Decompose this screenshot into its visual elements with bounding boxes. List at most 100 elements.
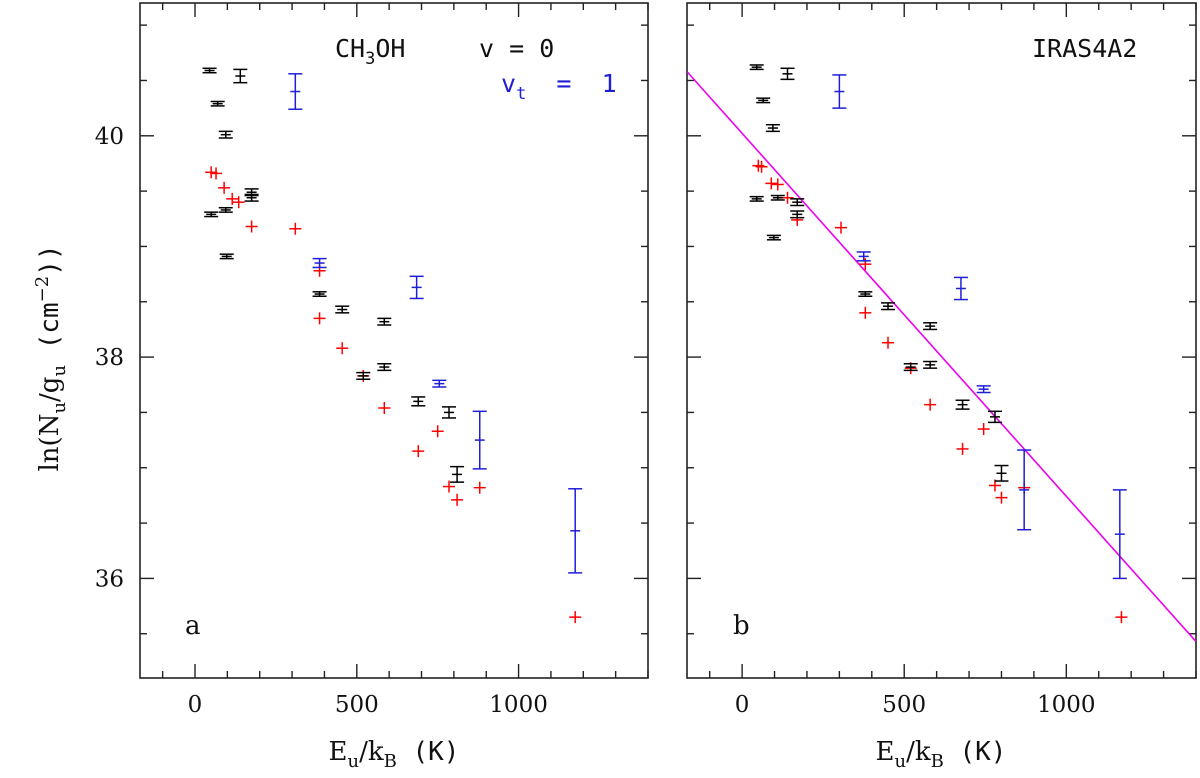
model-point (313, 312, 326, 325)
y-tick-label: 38 (95, 345, 124, 371)
panel-a-x-axis-label: Eu/kB (K) (329, 737, 460, 772)
v0-data-point (766, 234, 781, 241)
model-point (977, 423, 990, 436)
v0-data-point (202, 67, 217, 74)
model-point (882, 336, 895, 349)
panel-b-frame (686, 2, 1197, 679)
v0-data-point (749, 195, 764, 202)
vt1-data-point (288, 73, 303, 110)
model-point (336, 342, 349, 355)
legend-v0: v = 0 (479, 34, 554, 63)
vt1-data-point (568, 488, 583, 574)
panel-a-tick-labels: 0 500 1000 36 38 40 (95, 124, 548, 718)
vt1-data-point (976, 385, 991, 394)
v0-data-point (903, 362, 918, 372)
v0-data-point (204, 211, 219, 218)
model-point (443, 480, 456, 493)
model-point (755, 160, 768, 173)
vt1-data-point (953, 276, 968, 301)
model-point (378, 402, 391, 414)
model-point (1115, 611, 1128, 624)
x-tick-label: 500 (335, 692, 379, 718)
v0-data-point (756, 97, 771, 104)
panel-a-frame (139, 2, 649, 679)
panel-b-ticks (687, 3, 1197, 678)
v0-data-point (749, 64, 764, 71)
panel-a-marks (202, 67, 583, 624)
model-point (569, 611, 582, 624)
v0-data-point (790, 198, 805, 207)
vt1-data-point (1112, 489, 1127, 580)
v0-data-point (312, 291, 327, 297)
v0-data-point (411, 396, 426, 407)
panel-a-molecule-label: CH3OH (335, 34, 405, 69)
y-tick-label: 40 (95, 124, 124, 150)
legend-vt1: vt = 1 (501, 69, 617, 104)
model-point (245, 220, 258, 233)
v0-data-point (987, 410, 1002, 424)
vt1-data-point (312, 257, 327, 269)
model-point (765, 177, 778, 190)
panel-b-tick-labels: 0 500 1000 (735, 692, 1096, 718)
model-point (771, 178, 784, 191)
v0-data-point (218, 206, 233, 213)
panel-b-source-label: IRAS4A2 (1032, 34, 1137, 63)
v0-data-point (356, 371, 371, 380)
v0-data-point (770, 194, 785, 201)
model-point (218, 181, 231, 194)
model-point (451, 493, 464, 506)
v0-data-point (450, 465, 465, 483)
v0-data-point (210, 100, 225, 107)
model-point (752, 159, 765, 172)
v0-data-point (881, 302, 896, 311)
v0-data-point (377, 317, 392, 326)
vt1-data-point (472, 410, 487, 470)
model-point (834, 221, 847, 234)
panel-b-x-axis-label: Eu/kB (K) (876, 737, 1007, 772)
v0-data-point (377, 362, 392, 372)
x-tick-label: 1000 (1037, 692, 1096, 718)
v0-data-point (780, 67, 795, 81)
vt1-data-point (1017, 449, 1032, 531)
v0-data-point (955, 399, 970, 410)
model-point (412, 445, 425, 458)
model-point (210, 167, 223, 180)
panel-b-marks (687, 64, 1196, 643)
v0-data-point (923, 360, 938, 369)
model-point (232, 196, 245, 209)
fit-line (687, 71, 1196, 643)
model-point (473, 481, 486, 494)
y-tick-label: 36 (95, 566, 124, 592)
v0-data-point (219, 253, 234, 260)
model-point (205, 166, 218, 179)
v0-data-point (335, 305, 350, 314)
y-axis-label: ln(Nu/gu (cm−2)) (32, 244, 70, 471)
model-point (226, 192, 239, 205)
model-point (995, 491, 1008, 504)
v0-data-point (233, 68, 248, 84)
panel-a: 0 500 1000 36 38 40 CH3OH v = 0 vt = 1 a Eu/k… (95, 2, 649, 772)
x-tick-label: 0 (735, 692, 750, 718)
model-point (431, 425, 444, 438)
model-point (289, 222, 302, 235)
x-tick-label: 1000 (489, 692, 548, 718)
panel-a-ticks (140, 3, 649, 678)
panel-b-letter: b (733, 611, 750, 641)
model-point (781, 191, 794, 204)
vt1-data-point (856, 251, 871, 262)
vt1-data-point (832, 74, 847, 109)
v0-data-point (994, 464, 1009, 482)
x-tick-label: 500 (882, 692, 926, 718)
x-tick-label: 0 (188, 692, 203, 718)
model-point (924, 398, 937, 411)
model-point (859, 306, 872, 319)
panel-a-letter: a (185, 611, 201, 641)
v0-data-point (858, 291, 873, 297)
v0-data-point (218, 130, 233, 139)
vt1-data-point (432, 379, 447, 388)
v0-data-point (442, 406, 457, 419)
panel-b: 0 500 1000 IRAS4A2 b Eu/kB (K) (686, 2, 1197, 772)
model-point (956, 442, 969, 455)
